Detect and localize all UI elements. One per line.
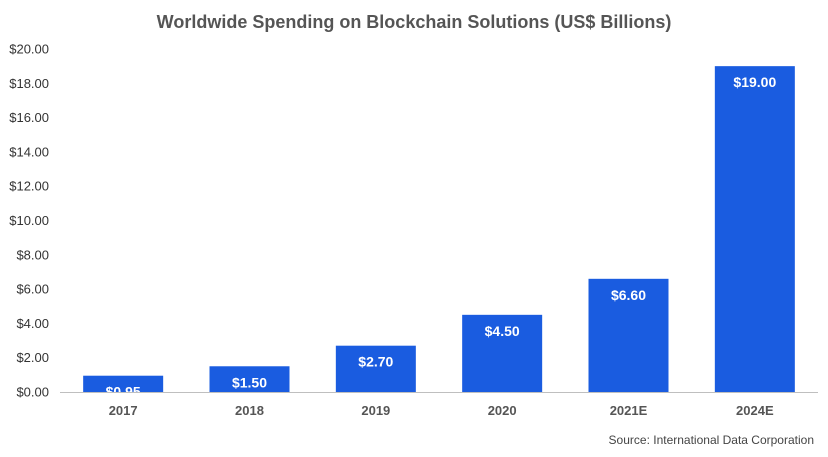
y-tick-label: $20.00	[9, 42, 49, 57]
bar	[83, 375, 164, 392]
bar-value-label: $0.95	[106, 384, 141, 400]
y-tick-label: $6.00	[16, 282, 49, 297]
x-tick-label: 2019	[361, 403, 390, 418]
bar	[335, 345, 416, 392]
y-tick-label: $4.00	[16, 316, 49, 331]
y-axis: $0.00 $2.00 $4.00 $6.00 $8.00 $10.00 $12.00 $14…	[9, 42, 49, 400]
bar	[209, 366, 290, 392]
x-tick-label: 2024E	[736, 403, 774, 418]
bar-value-label: $19.00	[733, 74, 776, 90]
bar-value-label: $2.70	[358, 354, 393, 370]
x-tick-label: 2020	[488, 403, 517, 418]
x-tick-label: 2018	[235, 403, 264, 418]
y-tick-label: $8.00	[16, 247, 49, 262]
y-tick-label: $0.00	[16, 385, 49, 400]
chart-title: Worldwide Spending on Blockchain Solutio…	[157, 12, 672, 32]
bar-value-label: $4.50	[485, 323, 520, 339]
source-note: Source: International Data Corporation	[609, 433, 814, 447]
y-tick-label: $16.00	[9, 110, 49, 125]
bar	[714, 66, 795, 393]
x-tick-label: 2017	[109, 403, 138, 418]
bar-value-label: $6.60	[611, 287, 646, 303]
y-tick-label: $2.00	[16, 350, 49, 365]
bar	[462, 314, 543, 392]
bars-group: $0.95 $1.50 $2.70 $4.50 $6.60 $19.00	[83, 66, 795, 400]
x-axis: 2017 2018 2019 2020 2021E 2024E	[109, 403, 774, 418]
bar	[588, 278, 669, 392]
bar-value-label: $1.50	[232, 374, 267, 390]
y-tick-label: $10.00	[9, 213, 49, 228]
y-tick-label: $14.00	[9, 144, 49, 159]
y-tick-label: $18.00	[9, 76, 49, 91]
x-tick-label: 2021E	[610, 403, 648, 418]
y-tick-label: $12.00	[9, 179, 49, 194]
